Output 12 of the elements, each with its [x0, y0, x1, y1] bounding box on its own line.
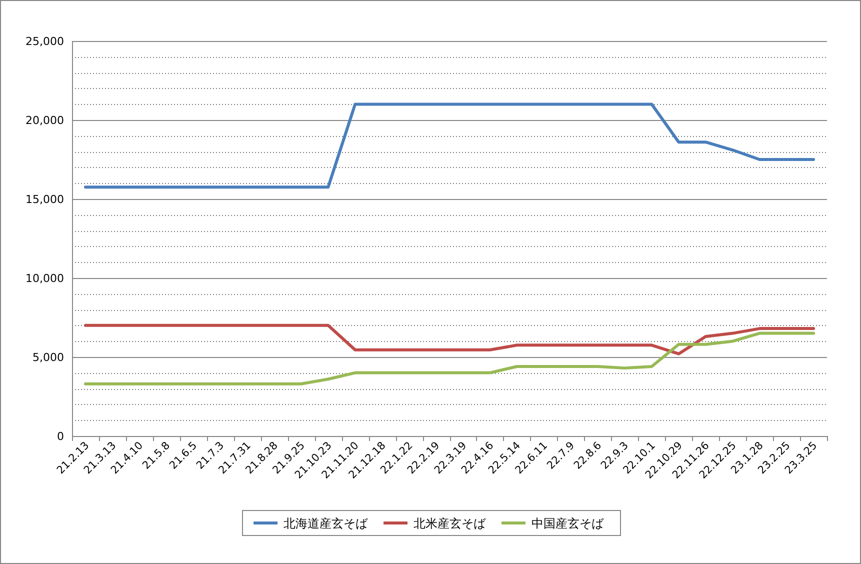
y-tick-label: 10,000 [26, 272, 64, 285]
line-series [84, 324, 816, 356]
legend-label: 北米産玄そば [414, 516, 486, 530]
legend-label: 北海道産玄そば [284, 516, 368, 530]
y-tick-label: 0 [57, 430, 64, 443]
y-tick-label: 25,000 [26, 35, 64, 48]
legend-label: 中国産玄そば [532, 516, 604, 530]
y-tick-label: 20,000 [26, 114, 64, 127]
y-tick-label: 15,000 [26, 193, 64, 206]
line-series [84, 102, 816, 189]
y-tick-label: 5,000 [32, 351, 64, 364]
line-series [84, 332, 816, 386]
